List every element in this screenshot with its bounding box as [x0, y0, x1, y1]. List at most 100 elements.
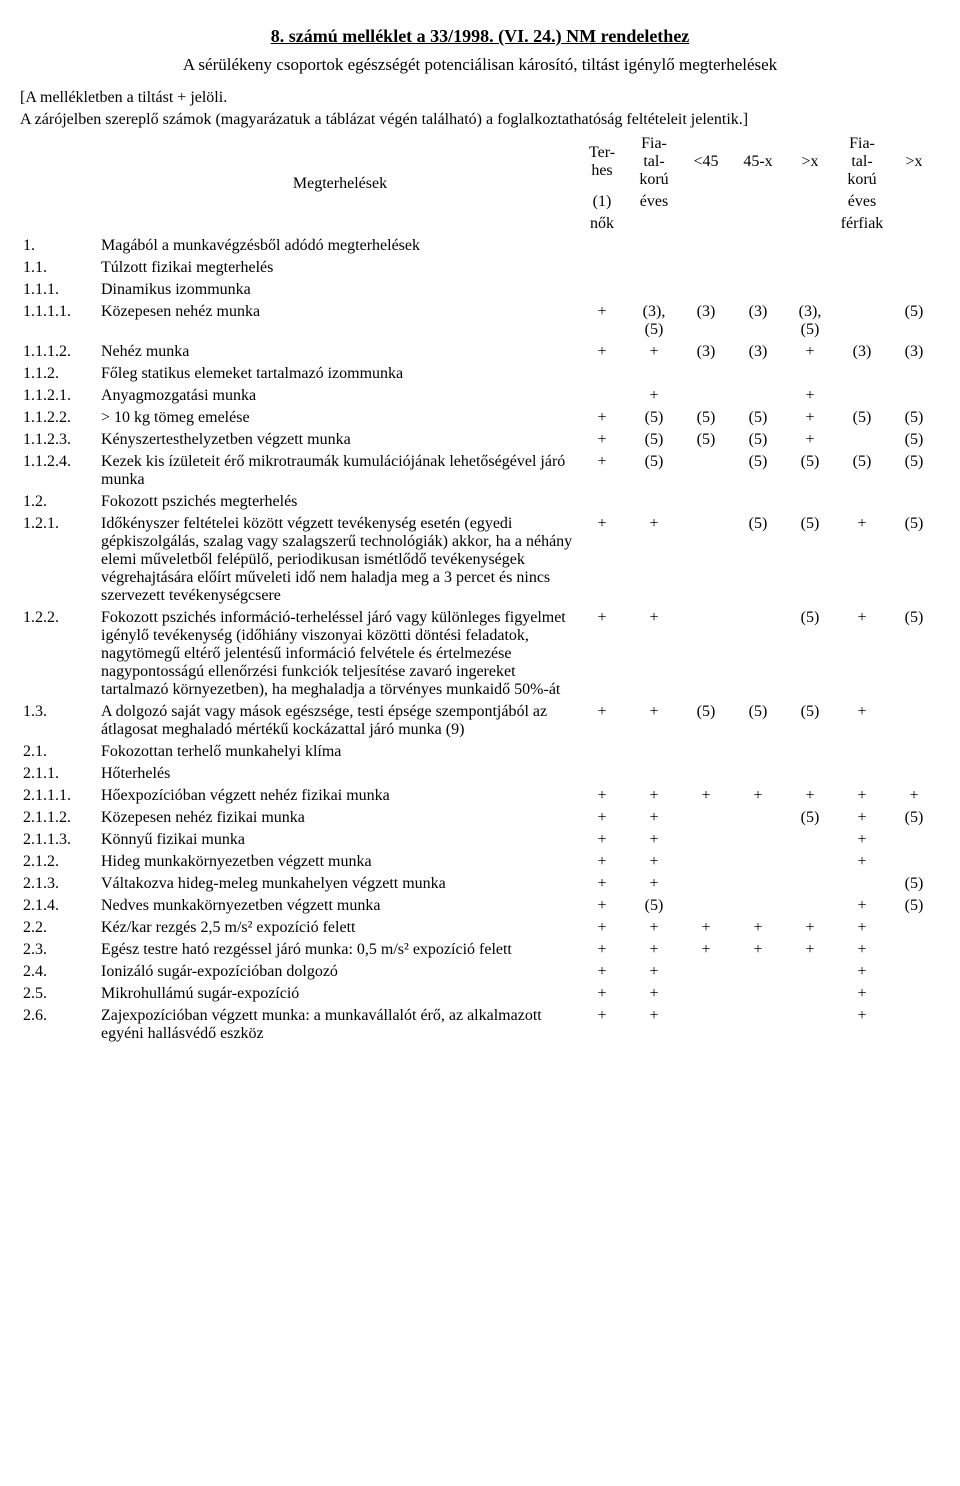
- table-row: 2.3.Egész testre ható rezgéssel járó mun…: [20, 939, 940, 961]
- row-val-6: [888, 851, 940, 873]
- row-val-6: [888, 279, 940, 301]
- table-row: 1.1.2.3.Kényszertesthelyzetben végzett m…: [20, 429, 940, 451]
- table-row: 2.1.1.2.Közepesen nehéz fizikai munka++(…: [20, 807, 940, 829]
- row-val-1: +: [628, 785, 680, 807]
- row-val-5: [836, 385, 888, 407]
- table-row: 2.1.1.Hőterhelés: [20, 763, 940, 785]
- row-val-6: (5): [888, 301, 940, 341]
- row-val-2: (3): [680, 341, 732, 363]
- row-val-6: (5): [888, 873, 940, 895]
- row-label: Váltakozva hideg-meleg munkahelyen végze…: [98, 873, 576, 895]
- row-val-5: +: [836, 851, 888, 873]
- row-number: 2.1.2.: [20, 851, 98, 873]
- row-val-2: (5): [680, 701, 732, 741]
- row-val-5: +: [836, 513, 888, 607]
- row-val-3: (5): [732, 407, 784, 429]
- row-val-1: +: [628, 939, 680, 961]
- row-val-4: (5): [784, 607, 836, 701]
- row-val-1: +: [628, 341, 680, 363]
- row-val-6: [888, 701, 940, 741]
- row-val-6: [888, 829, 940, 851]
- row-val-3: (5): [732, 513, 784, 607]
- row-val-6: (3): [888, 341, 940, 363]
- row-val-6: (5): [888, 607, 940, 701]
- row-val-6: [888, 385, 940, 407]
- row-val-3: [732, 279, 784, 301]
- row-val-4: (5): [784, 807, 836, 829]
- row-number: 2.1.4.: [20, 895, 98, 917]
- table-row: 1.1.Túlzott fizikai megterhelés: [20, 257, 940, 279]
- row-val-0: +: [576, 301, 628, 341]
- row-val-6: [888, 235, 940, 257]
- row-val-4: +: [784, 429, 836, 451]
- row-number: 2.1.1.3.: [20, 829, 98, 851]
- table-row: 1.1.2.1.Anyagmozgatási munka++: [20, 385, 940, 407]
- row-val-5: +: [836, 607, 888, 701]
- row-val-1: +: [628, 1005, 680, 1045]
- row-val-1: (5): [628, 429, 680, 451]
- row-val-1: +: [628, 607, 680, 701]
- row-val-3: [732, 807, 784, 829]
- row-val-6: (5): [888, 429, 940, 451]
- row-val-2: [680, 961, 732, 983]
- row-val-2: [680, 491, 732, 513]
- row-number: 1.1.2.: [20, 363, 98, 385]
- table-row: 1.1.2.2.> 10 kg tömeg emelése+(5)(5)(5)+…: [20, 407, 940, 429]
- row-label: Túlzott fizikai megterhelés: [98, 257, 576, 279]
- row-val-5: +: [836, 785, 888, 807]
- row-val-5: [836, 741, 888, 763]
- hdr-gtx2: >x: [888, 133, 940, 191]
- row-val-4: +: [784, 939, 836, 961]
- hdr-sub2-5: férfiak: [836, 213, 888, 235]
- row-val-1: (5): [628, 407, 680, 429]
- row-val-1: [628, 279, 680, 301]
- row-val-5: [836, 429, 888, 451]
- row-val-6: [888, 1005, 940, 1045]
- row-val-1: +: [628, 983, 680, 1005]
- row-val-2: [680, 451, 732, 491]
- row-val-6: [888, 763, 940, 785]
- row-val-5: [836, 363, 888, 385]
- row-val-5: [836, 491, 888, 513]
- table-row: 2.1.3.Váltakozva hideg-meleg munkahelyen…: [20, 873, 940, 895]
- page-subtitle: A sérülékeny csoportok egészségét potenc…: [20, 55, 940, 75]
- row-val-2: (5): [680, 407, 732, 429]
- table-row: 2.6.Zajexpozícióban végzett munka: a mun…: [20, 1005, 940, 1045]
- hdr-terhes: Ter-hes: [576, 133, 628, 191]
- table-row: 1.1.1.1.Közepesen nehéz munka+(3),(5)(3)…: [20, 301, 940, 341]
- row-val-3: [732, 257, 784, 279]
- row-label: A dolgozó saját vagy mások egészsége, te…: [98, 701, 576, 741]
- row-val-4: +: [784, 385, 836, 407]
- hdr-r45x: 45-x: [732, 133, 784, 191]
- row-val-1: +: [628, 807, 680, 829]
- row-label: Nehéz munka: [98, 341, 576, 363]
- row-label: Közepesen nehéz fizikai munka: [98, 807, 576, 829]
- row-val-4: +: [784, 407, 836, 429]
- row-val-2: [680, 607, 732, 701]
- hdr-sub2-2: [680, 213, 732, 235]
- row-val-0: [576, 491, 628, 513]
- row-number: 1.1.2.2.: [20, 407, 98, 429]
- row-val-5: +: [836, 895, 888, 917]
- row-val-3: [732, 1005, 784, 1045]
- row-val-4: [784, 895, 836, 917]
- row-val-5: [836, 257, 888, 279]
- row-val-0: [576, 257, 628, 279]
- row-val-0: [576, 235, 628, 257]
- table-row: 2.1.1.1.Hőexpozícióban végzett nehéz fiz…: [20, 785, 940, 807]
- row-number: 1.2.: [20, 491, 98, 513]
- row-val-4: [784, 851, 836, 873]
- row-val-0: +: [576, 983, 628, 1005]
- row-val-4: [784, 257, 836, 279]
- row-val-5: +: [836, 1005, 888, 1045]
- row-val-1: +: [628, 917, 680, 939]
- hdr-sub-0: (1): [576, 191, 628, 213]
- row-val-3: [732, 983, 784, 1005]
- row-val-3: [732, 235, 784, 257]
- row-val-4: [784, 235, 836, 257]
- row-val-2: [680, 873, 732, 895]
- row-val-5: (3): [836, 341, 888, 363]
- table-row: 2.1.1.3.Könnyű fizikai munka+++: [20, 829, 940, 851]
- row-val-3: [732, 895, 784, 917]
- row-val-5: (5): [836, 451, 888, 491]
